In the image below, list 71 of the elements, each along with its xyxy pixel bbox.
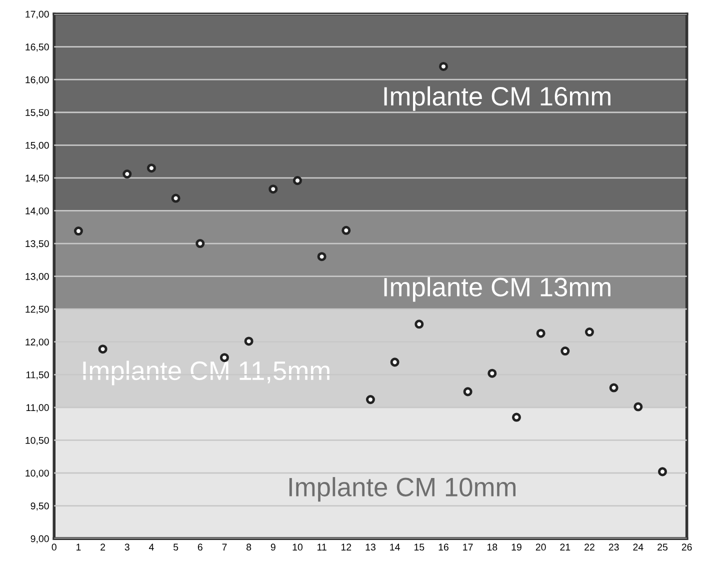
x-tick-label: 18 [487,544,498,551]
point [560,346,570,356]
y-tick-label: 16,00 [26,76,49,84]
y-tick-label: 12,50 [26,306,49,314]
point [512,412,521,422]
x-tick-label: 5 [173,544,178,551]
x-tick-label: 17 [463,544,473,550]
x-tick-label: 16 [438,544,448,551]
y-tick-label: 14,00 [26,207,49,216]
x-tick-label: 20 [536,544,546,551]
y-tick-label: 15,50 [26,109,49,118]
x-tick-label: 22 [584,544,594,550]
point [244,336,254,346]
x-tick-label: 21 [560,544,570,550]
y-tick-label: 16,50 [26,44,49,52]
x-tick-label: 14 [390,544,400,550]
x-tick-label: 24 [633,544,644,550]
y-tick-label: 11,00 [26,404,49,412]
point [463,387,472,396]
y-tick-label: 13,50 [26,240,49,248]
point [98,344,108,354]
point [171,194,180,203]
point [196,239,205,248]
x-tick-label: 23 [608,544,619,551]
x-tick-label: 8 [246,544,252,551]
x-tick-label: 0 [52,544,56,551]
y-tick-label: 9,50 [30,502,49,511]
x-tick-label: 19 [512,544,522,551]
y-tick-label: 17,00 [26,10,49,19]
point [390,358,400,367]
y-tick-label: 14,50 [26,174,49,183]
point [488,368,497,378]
point [292,176,302,186]
point [268,184,278,194]
point [317,252,326,262]
y-tick-label: 13,00 [26,273,49,282]
x-tick-label: 26 [682,544,692,551]
x-tick-label: 25 [658,544,668,551]
point [342,226,351,235]
y-tick-label: 11,50 [26,371,49,380]
x-tick-label: 11 [318,544,326,550]
band-label: Implante CM 10mm [289,477,516,502]
point [74,226,83,236]
point [634,402,643,412]
y-tick-label: 15,00 [26,142,49,150]
point [122,170,132,179]
x-tick-label: 7 [222,544,227,550]
x-tick-label: 4 [148,544,154,550]
y-tick-label: 12,00 [26,338,49,347]
x-tick-label: 10 [292,544,303,551]
band-label: Implante CM 13mm [384,277,610,302]
point [658,467,668,476]
x-tick-label: 3 [124,544,130,551]
point [584,328,594,337]
x-tick-label: 1 [76,544,81,550]
x-tick-label: 12 [341,544,352,550]
x-tick-label: 6 [198,544,202,551]
point [438,62,448,71]
point [366,395,375,404]
x-tick-label: 9 [270,544,276,551]
point [609,383,618,392]
point [536,328,546,338]
point [414,320,424,329]
y-tick-label: 9,00 [30,535,49,544]
point [146,164,156,173]
band-label: Implante CM 16mm [384,86,610,111]
y-tick-label: 10,50 [26,436,49,445]
x-tick-label: 2 [100,544,106,550]
x-tick-label: 13 [366,544,376,551]
y-tick-label: 10,00 [26,470,49,478]
x-tick-label: 15 [414,544,424,551]
